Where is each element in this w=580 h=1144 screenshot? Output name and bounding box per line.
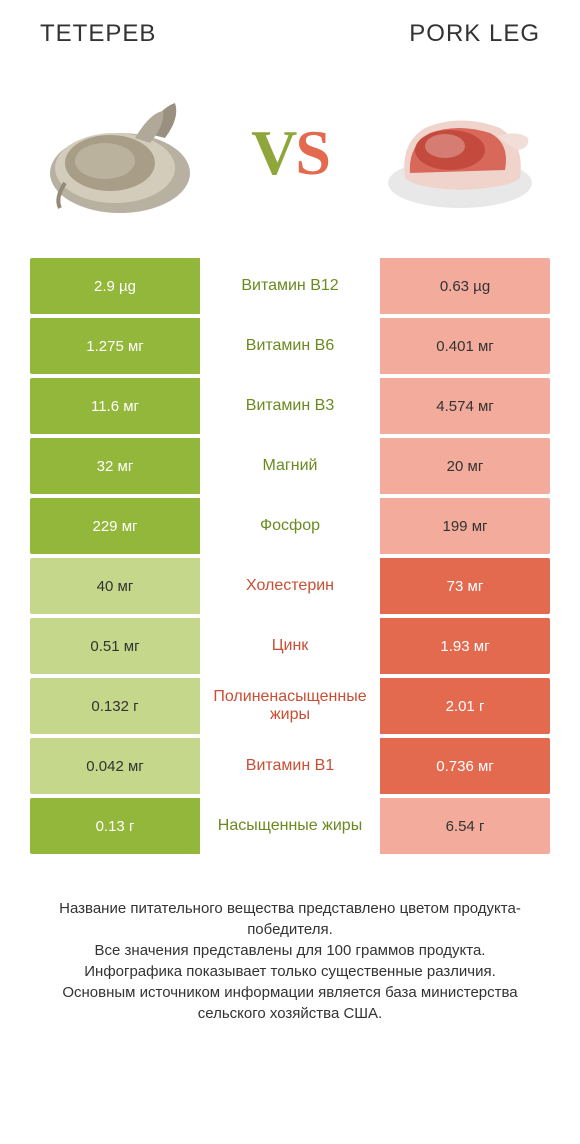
nutrient-label: Витамин B6 bbox=[200, 318, 380, 374]
value-left: 0.51 мг bbox=[30, 618, 200, 674]
value-left: 0.13 г bbox=[30, 798, 200, 854]
value-right: 73 мг bbox=[380, 558, 550, 614]
value-left: 0.042 мг bbox=[30, 738, 200, 794]
footer-line: Основным источником информации является … bbox=[30, 982, 550, 1024]
value-left: 229 мг bbox=[30, 498, 200, 554]
nutrient-label: Витамин B12 bbox=[200, 258, 380, 314]
footer-line: Все значения представлены для 100 граммо… bbox=[30, 940, 550, 961]
table-row: 0.13 гНасыщенные жиры6.54 г bbox=[30, 798, 550, 854]
footer-line: Инфографика показывает только существенн… bbox=[30, 961, 550, 982]
table-row: 11.6 мгВитамин B34.574 мг bbox=[30, 378, 550, 434]
nutrient-label: Холестерин bbox=[200, 558, 380, 614]
table-row: 32 мгМагний20 мг bbox=[30, 438, 550, 494]
value-left: 0.132 г bbox=[30, 678, 200, 734]
value-right: 0.401 мг bbox=[380, 318, 550, 374]
nutrient-label: Насыщенные жиры bbox=[200, 798, 380, 854]
nutrient-label: Полиненасыщенные жиры bbox=[200, 678, 380, 734]
table-row: 0.042 мгВитамин B10.736 мг bbox=[30, 738, 550, 794]
nutrient-label: Цинк bbox=[200, 618, 380, 674]
value-left: 1.275 мг bbox=[30, 318, 200, 374]
nutrient-label: Витамин B1 bbox=[200, 738, 380, 794]
vs-badge: VS bbox=[251, 116, 329, 190]
title-left: ТЕТЕРЕВ bbox=[40, 20, 156, 48]
nutrient-label: Магний bbox=[200, 438, 380, 494]
nutrient-label: Фосфор bbox=[200, 498, 380, 554]
value-left: 11.6 мг bbox=[30, 378, 200, 434]
value-left: 32 мг bbox=[30, 438, 200, 494]
comparison-table: 2.9 µgВитамин B120.63 µg1.275 мгВитамин … bbox=[0, 258, 580, 854]
food-image-left bbox=[30, 73, 210, 233]
table-row: 229 мгФосфор199 мг bbox=[30, 498, 550, 554]
value-right: 1.93 мг bbox=[380, 618, 550, 674]
table-row: 0.51 мгЦинк1.93 мг bbox=[30, 618, 550, 674]
value-right: 20 мг bbox=[380, 438, 550, 494]
value-right: 6.54 г bbox=[380, 798, 550, 854]
header: ТЕТЕРЕВ PORK LEG bbox=[0, 0, 580, 58]
table-row: 1.275 мгВитамин B60.401 мг bbox=[30, 318, 550, 374]
food-image-right bbox=[370, 73, 550, 233]
value-left: 40 мг bbox=[30, 558, 200, 614]
hero-row: VS bbox=[0, 58, 580, 258]
table-row: 40 мгХолестерин73 мг bbox=[30, 558, 550, 614]
value-right: 4.574 мг bbox=[380, 378, 550, 434]
vs-s: S bbox=[295, 117, 329, 188]
footer-notes: Название питательного вещества представл… bbox=[0, 858, 580, 1044]
vs-v: V bbox=[251, 117, 295, 188]
table-row: 2.9 µgВитамин B120.63 µg bbox=[30, 258, 550, 314]
nutrient-label: Витамин B3 bbox=[200, 378, 380, 434]
value-right: 2.01 г bbox=[380, 678, 550, 734]
footer-line: Название питательного вещества представл… bbox=[30, 898, 550, 940]
value-right: 199 мг bbox=[380, 498, 550, 554]
value-left: 2.9 µg bbox=[30, 258, 200, 314]
value-right: 0.736 мг bbox=[380, 738, 550, 794]
value-right: 0.63 µg bbox=[380, 258, 550, 314]
table-row: 0.132 гПолиненасыщенные жиры2.01 г bbox=[30, 678, 550, 734]
title-right: PORK LEG bbox=[409, 20, 540, 48]
